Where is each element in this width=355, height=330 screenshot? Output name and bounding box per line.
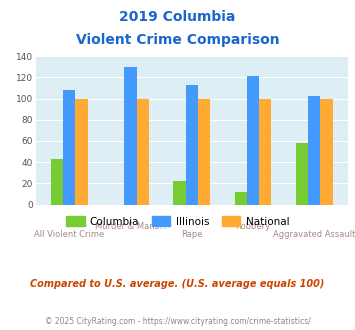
Bar: [124, 67, 137, 205]
Legend: Columbia, Illinois, National: Columbia, Illinois, National: [61, 212, 294, 231]
Text: © 2025 CityRating.com - https://www.cityrating.com/crime-statistics/: © 2025 CityRating.com - https://www.city…: [45, 317, 310, 326]
Bar: [173, 181, 186, 205]
Bar: [296, 143, 308, 205]
Bar: [308, 96, 320, 205]
Bar: [259, 99, 271, 205]
Bar: [198, 99, 210, 205]
Bar: [247, 76, 259, 205]
Text: 2019 Columbia: 2019 Columbia: [119, 10, 236, 24]
Text: Aggravated Assault: Aggravated Assault: [273, 230, 355, 239]
Bar: [51, 159, 63, 205]
Text: Murder & Mans...: Murder & Mans...: [94, 221, 166, 231]
Bar: [75, 99, 88, 205]
Bar: [63, 90, 75, 205]
Text: Compared to U.S. average. (U.S. average equals 100): Compared to U.S. average. (U.S. average …: [30, 279, 325, 289]
Bar: [320, 99, 333, 205]
Bar: [186, 85, 198, 205]
Bar: [137, 99, 149, 205]
Text: All Violent Crime: All Violent Crime: [34, 230, 104, 239]
Text: Robbery: Robbery: [235, 221, 271, 231]
Bar: [235, 192, 247, 205]
Text: Violent Crime Comparison: Violent Crime Comparison: [76, 33, 279, 47]
Text: Rape: Rape: [181, 230, 202, 239]
